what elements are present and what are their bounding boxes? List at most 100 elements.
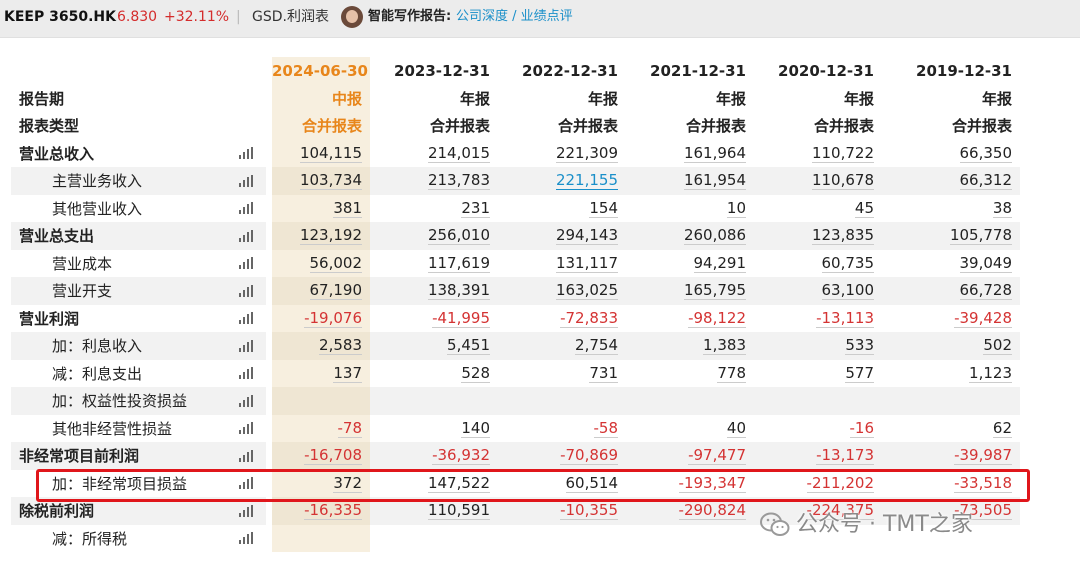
chart-icon[interactable]: [226, 360, 266, 388]
value-cell: 66,312: [882, 167, 1020, 195]
chart-icon[interactable]: [226, 442, 266, 470]
value-cell: 214,015: [370, 140, 498, 168]
value-cell: -72,833: [498, 305, 626, 333]
value-text: 1,383: [703, 336, 746, 356]
value-cell: 131,117: [498, 250, 626, 278]
value-cell: 38: [882, 195, 1020, 223]
column-period: 年报: [587, 89, 618, 108]
value-text: 40: [726, 418, 746, 438]
value-cell: -13,173: [754, 442, 882, 470]
value-text: -97,477: [688, 446, 746, 466]
row-label: 营业开支: [11, 277, 226, 305]
value-cell: -211,202: [754, 470, 882, 498]
value-text: -16: [849, 418, 874, 438]
column-date: 2020-12-31: [778, 61, 874, 80]
spacer: [266, 469, 272, 497]
value-text: 110,722: [811, 143, 874, 163]
value-text: 63,100: [821, 281, 874, 301]
value-text: -78: [337, 418, 362, 438]
value-text: 214,015: [427, 143, 490, 163]
value-text[interactable]: 221,155: [555, 171, 618, 191]
value-text: 502: [983, 336, 1012, 356]
value-cell: -290,824: [626, 497, 754, 525]
value-cell: [498, 525, 626, 553]
value-text: -10,355: [560, 501, 618, 521]
value-cell: 260,086: [626, 222, 754, 250]
value-cell: -97,477: [626, 442, 754, 470]
value-cell: 1,383: [626, 332, 754, 360]
ai-report-links[interactable]: 公司深度 / 业绩点评: [456, 9, 573, 24]
column-date: 2023-12-31: [394, 61, 490, 80]
value-text: -16,335: [304, 501, 362, 521]
table-row: 加：非经常项目损益 372 147,522 60,514 -193,347 -211,20…: [11, 469, 1020, 498]
chart-icon[interactable]: [226, 167, 266, 195]
value-text: 45: [854, 198, 874, 218]
value-cell: [882, 387, 1020, 415]
value-cell: -19,076: [272, 304, 370, 332]
ai-avatar-icon: [341, 6, 363, 28]
table-row: 营业总支出 123,192 256,010 294,143 260,086 123,835…: [11, 222, 1020, 250]
chart-icon[interactable]: [226, 332, 266, 360]
watermark: 公众号 · TMT之家: [760, 506, 973, 538]
value-cell: 110,722: [754, 140, 882, 168]
spacer: [266, 332, 272, 360]
chart-icon[interactable]: [226, 222, 266, 250]
value-text: 123,192: [299, 226, 362, 246]
value-cell: 528: [370, 360, 498, 388]
value-cell: 63,100: [754, 277, 882, 305]
value-text: 256,010: [427, 226, 490, 246]
value-text: 231: [461, 198, 490, 218]
value-text: 110,678: [811, 171, 874, 191]
spacer: [266, 167, 272, 195]
value-cell: -13,113: [754, 305, 882, 333]
value-text: 66,350: [959, 143, 1012, 163]
value-cell: 1,123: [882, 360, 1020, 388]
value-text: -70,869: [560, 446, 618, 466]
column-date: 2021-12-31: [650, 61, 746, 80]
spacer: [266, 194, 272, 222]
chart-icon[interactable]: [226, 415, 266, 443]
row-label: 减：所得税: [52, 529, 128, 548]
row-label: 其他非经营性损益: [52, 419, 173, 438]
value-cell: 256,010: [370, 222, 498, 250]
chart-icon[interactable]: [226, 525, 266, 553]
chart-icon[interactable]: [226, 497, 266, 525]
spacer: [266, 414, 272, 442]
chart-icon[interactable]: [226, 387, 266, 415]
value-cell: 731: [498, 360, 626, 388]
value-text: 103,734: [299, 171, 362, 191]
value-cell: 56,002: [272, 249, 370, 277]
value-text: 39,049: [959, 253, 1012, 273]
value-cell: 67,190: [272, 277, 370, 305]
value-text: -72,833: [560, 308, 618, 328]
chart-icon[interactable]: [226, 140, 266, 168]
table-row: 营业开支 67,190 138,391 163,025 165,795 63,100 66,…: [11, 277, 1020, 305]
chart-icon[interactable]: [226, 250, 266, 278]
value-text: 2,583: [319, 336, 362, 356]
chart-icon[interactable]: [226, 470, 266, 498]
chart-icon[interactable]: [226, 195, 266, 223]
gsd-income-link[interactable]: GSD.利润表: [252, 9, 329, 25]
value-text: 161,954: [683, 171, 746, 191]
value-cell: -16,708: [272, 442, 370, 470]
column-type: 合并报表: [813, 117, 874, 136]
column-type: 合并报表: [272, 112, 370, 140]
value-cell: 105,778: [882, 222, 1020, 250]
value-text: 138,391: [427, 281, 490, 301]
value-cell: 533: [754, 332, 882, 360]
row-label: 主营业务收入: [11, 167, 226, 195]
header-row: 2024-06-30 2023-12-31 2022-12-31 2021-12-31…: [11, 57, 1020, 85]
value-text: -33,518: [954, 473, 1012, 493]
chart-icon[interactable]: [226, 277, 266, 305]
value-cell: 66,728: [882, 277, 1020, 305]
row-label: 营业总支出: [11, 222, 226, 250]
row-label: 加：权益性投资损益: [11, 387, 226, 415]
value-text: -19,076: [304, 308, 362, 328]
chart-icon[interactable]: [226, 305, 266, 333]
value-text: -36,932: [432, 446, 490, 466]
value-cell: 5,451: [370, 332, 498, 360]
value-text: -58: [593, 418, 618, 438]
value-text: 66,728: [959, 281, 1012, 301]
value-text: 2,754: [575, 336, 618, 356]
value-cell: 161,954: [626, 167, 754, 195]
